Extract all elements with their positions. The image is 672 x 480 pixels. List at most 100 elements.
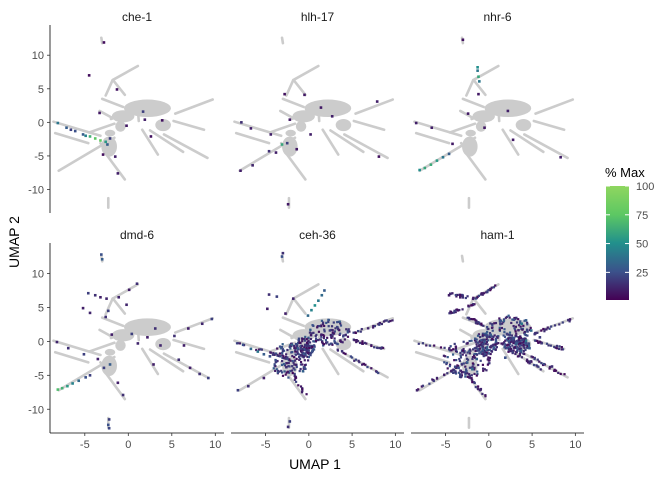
expressing-cell (476, 66, 479, 69)
cell-point (327, 318, 330, 321)
cell-point (454, 309, 457, 313)
cell-point (321, 341, 324, 345)
cell-point (431, 378, 434, 381)
cell-point (347, 328, 350, 331)
cell-point (521, 328, 524, 331)
background-branch (461, 97, 485, 109)
cell-point (358, 341, 362, 345)
cell-point (306, 344, 309, 347)
cell-point (548, 327, 551, 330)
cell-point (533, 357, 536, 361)
cell-point (274, 369, 277, 373)
cell-point (509, 338, 513, 341)
expressing-cell (153, 327, 157, 330)
cell-point (308, 344, 311, 347)
cell-point (350, 356, 354, 359)
cell-point (284, 373, 287, 376)
cell-point (466, 342, 469, 345)
background-cluster (462, 136, 478, 157)
cell-point (312, 348, 316, 351)
expressing-cell (274, 151, 278, 154)
cell-point (498, 328, 501, 331)
cell-point (303, 346, 306, 349)
cell-point (307, 340, 310, 343)
cell-point (320, 333, 323, 337)
cell-point (309, 328, 312, 331)
cell-point (461, 308, 464, 311)
expressing-cell (423, 166, 427, 170)
cell-point (534, 339, 537, 342)
cell-point (334, 341, 337, 345)
background-branch (100, 97, 125, 109)
cell-point (260, 348, 263, 351)
cell-point (500, 326, 504, 330)
cell-point (309, 334, 312, 337)
cell-point (486, 330, 489, 334)
expressing-cell (81, 306, 85, 310)
cell-point (503, 341, 506, 344)
background-branch (112, 298, 127, 315)
cell-point (462, 347, 465, 351)
cell-point (333, 330, 336, 333)
cell-point (549, 344, 552, 347)
cell-point (475, 353, 479, 356)
cell-point (495, 346, 498, 349)
cell-point (288, 358, 291, 361)
background-branch (472, 79, 487, 97)
cell-point (349, 355, 352, 358)
cell-point (456, 293, 459, 297)
cell-point (522, 340, 525, 344)
cell-point (517, 318, 520, 321)
cell-point (286, 348, 289, 352)
cell-point (280, 369, 283, 372)
cell-point (475, 338, 478, 341)
expressing-cell (149, 135, 153, 138)
cell-point (466, 358, 470, 361)
cell-point (495, 340, 498, 343)
expressing-cell (104, 315, 107, 319)
cell-point (320, 340, 324, 343)
expressing-cell (441, 155, 445, 159)
cell-point (274, 358, 277, 362)
cell-point (486, 346, 489, 349)
cell-point (332, 321, 335, 324)
cell-point (514, 330, 517, 333)
expressing-cell (377, 155, 381, 158)
cell-point (300, 391, 304, 394)
cell-point (278, 352, 282, 355)
cell-point (504, 347, 507, 350)
expressing-cell (461, 38, 465, 42)
cell-point (320, 319, 324, 322)
expressing-cell (280, 255, 284, 258)
background-branch (87, 122, 116, 134)
cell-point (492, 338, 495, 341)
cell-point (473, 366, 476, 369)
cell-point (293, 368, 296, 371)
cell-point (303, 359, 306, 362)
cell-point (455, 358, 458, 362)
cell-point (285, 353, 288, 356)
expressing-cell (241, 343, 245, 347)
cell-point (444, 355, 447, 358)
cell-point (485, 340, 488, 344)
cell-point (449, 345, 452, 348)
cell-point (560, 348, 563, 351)
cell-point (489, 352, 492, 356)
expressing-cell (55, 340, 59, 344)
cell-point (342, 351, 345, 355)
expressing-cell (60, 386, 64, 390)
expressing-cell (459, 373, 462, 376)
cell-point (323, 328, 326, 331)
cell-point (375, 346, 378, 349)
expressing-cell (73, 129, 77, 133)
cell-point (508, 344, 511, 347)
cell-point (474, 297, 478, 300)
cell-point (450, 349, 453, 352)
cell-point (550, 325, 553, 328)
background-branch (501, 347, 520, 376)
cell-point (301, 340, 304, 343)
cell-point (473, 353, 476, 356)
cell-point (489, 287, 492, 291)
cell-point (361, 340, 364, 343)
cell-point (453, 365, 457, 368)
